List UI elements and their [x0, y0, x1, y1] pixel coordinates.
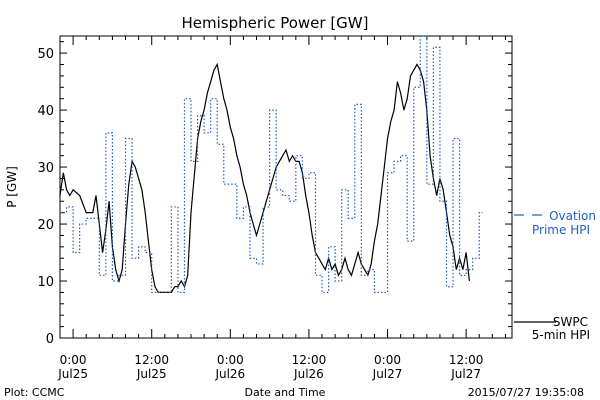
x-tick-time: 12:00 [134, 353, 169, 367]
series-ovation-prime-line [60, 35, 483, 294]
legend-swpc-label-1: SWPC [553, 315, 588, 329]
y-axis-label: P [GW] [5, 166, 19, 208]
legend-ovation-label-1: Ovation [549, 209, 596, 223]
y-tick-labels: 0 10 20 30 40 50 [37, 47, 54, 347]
plot-area-border [59, 35, 513, 339]
plot-timestamp: 2015/07/27 19:35:08 [468, 386, 584, 399]
plot-frame [59, 35, 513, 339]
y-tick-label: 30 [37, 161, 54, 176]
chart-title: Hemispheric Power [GW] [182, 14, 369, 32]
x-tick-time: 12:00 [292, 353, 327, 367]
series-layer [59, 35, 483, 294]
y-tick-label: 10 [37, 275, 54, 290]
x-tick-date: Jul25 [136, 367, 167, 381]
y-tick-label: 20 [37, 218, 54, 233]
x-tick-time: 0:00 [217, 353, 244, 367]
legend-swpc-label-2: 5-min HPI [532, 328, 590, 342]
x-axis-label: Date and Time [245, 386, 326, 399]
x-tick-time: 0:00 [374, 353, 401, 367]
y-tick-label: 0 [46, 332, 54, 347]
legend-ovation-label-2: Prime HPI [532, 223, 590, 237]
x-tick-date: Jul27 [372, 367, 403, 381]
x-tick-time: 12:00 [449, 353, 484, 367]
y-tick-label: 50 [37, 47, 54, 62]
y-tick-label: 40 [37, 104, 54, 119]
axis-ticks [59, 36, 512, 339]
x-tick-date: Jul25 [57, 367, 88, 381]
series-swpc-line [59, 62, 470, 293]
plot-credit: Plot: CCMC [4, 386, 65, 399]
x-tick-time: 0:00 [60, 353, 87, 367]
x-tick-date: Jul26 [293, 367, 324, 381]
x-tick-date: Jul27 [450, 367, 481, 381]
x-tick-date: Jul26 [214, 367, 245, 381]
x-tick-labels: 0:00Jul2512:00Jul250:00Jul2612:00Jul260:… [57, 353, 483, 381]
